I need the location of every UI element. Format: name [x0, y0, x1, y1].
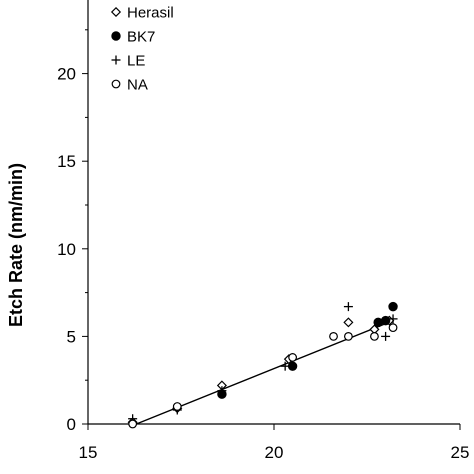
- point-na: [388, 323, 398, 333]
- y-tick-label: 5: [67, 327, 76, 346]
- x-tick-label: 15: [79, 443, 98, 462]
- x-tick-label: 20: [265, 443, 284, 462]
- y-tick-label: 0: [67, 415, 76, 434]
- data-points: [127, 301, 398, 429]
- y-axis-title: Etch Rate (nm/min): [6, 163, 26, 327]
- legend-marker-bk7: [111, 31, 121, 41]
- tick-labels: 15 20 25 0 5 10 15 20: [57, 65, 469, 462]
- point-na: [288, 353, 298, 362]
- point-na: [128, 419, 138, 429]
- point-bk7: [380, 315, 391, 326]
- x-tick-label: 25: [451, 443, 470, 462]
- y-tick-label: 15: [57, 152, 76, 171]
- point-na: [329, 332, 338, 341]
- point-le: [381, 331, 391, 341]
- legend: Herasil BK7 LE NA: [110, 5, 174, 94]
- legend-label-le: LE: [127, 53, 145, 70]
- point-le: [343, 302, 353, 312]
- point-bk7: [388, 301, 398, 312]
- point-na: [370, 332, 379, 341]
- tick-marks: [82, 29, 461, 430]
- point-herasil: [343, 317, 354, 328]
- legend-marker-na: [111, 79, 121, 89]
- legend-label-herasil: Herasil: [127, 5, 174, 22]
- point-le: [280, 361, 290, 371]
- point-na: [172, 402, 182, 411]
- point-le: [217, 386, 227, 396]
- legend-label-na: NA: [127, 77, 148, 94]
- point-le: [388, 314, 398, 324]
- y-tick-label: 20: [57, 65, 76, 84]
- legend-label-bk7: BK7: [127, 29, 155, 46]
- y-tick-label: 10: [57, 240, 76, 259]
- legend-marker-le: [111, 55, 121, 65]
- point-na: [344, 332, 353, 341]
- legend-marker-herasil: [110, 6, 122, 18]
